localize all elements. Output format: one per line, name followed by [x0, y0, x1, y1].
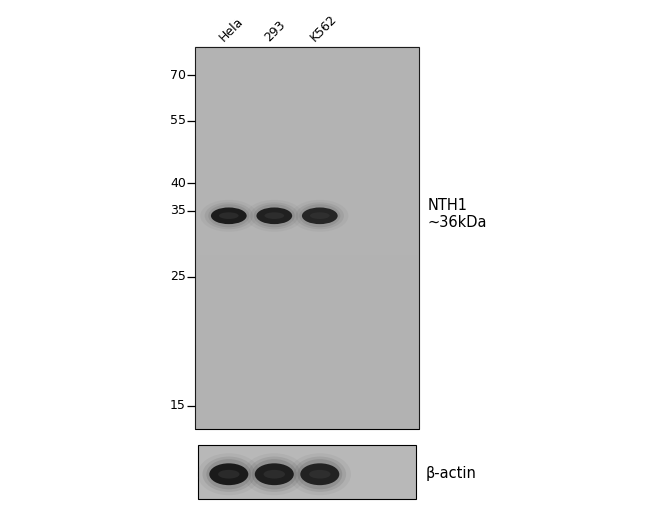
Ellipse shape — [209, 463, 248, 485]
Ellipse shape — [218, 470, 239, 478]
Ellipse shape — [252, 459, 296, 489]
Ellipse shape — [299, 204, 341, 227]
Text: K562: K562 — [307, 12, 339, 44]
Ellipse shape — [205, 202, 253, 229]
Ellipse shape — [300, 463, 339, 485]
Ellipse shape — [208, 204, 250, 227]
Ellipse shape — [243, 453, 306, 495]
Ellipse shape — [291, 200, 348, 232]
Ellipse shape — [207, 459, 251, 489]
Ellipse shape — [296, 202, 344, 229]
Ellipse shape — [310, 212, 330, 219]
Ellipse shape — [246, 200, 303, 232]
Text: 40: 40 — [170, 176, 186, 189]
Ellipse shape — [264, 470, 285, 478]
Ellipse shape — [254, 204, 295, 227]
FancyBboxPatch shape — [195, 47, 419, 429]
Text: 15: 15 — [170, 399, 186, 412]
Ellipse shape — [211, 207, 246, 224]
Ellipse shape — [309, 470, 331, 478]
Ellipse shape — [265, 212, 284, 219]
Text: Hela: Hela — [216, 15, 246, 44]
Ellipse shape — [250, 202, 298, 229]
Ellipse shape — [302, 207, 338, 224]
Text: 293: 293 — [262, 18, 288, 44]
Ellipse shape — [203, 457, 255, 492]
Ellipse shape — [256, 207, 292, 224]
Text: ~36kDa: ~36kDa — [428, 215, 488, 230]
Ellipse shape — [248, 457, 300, 492]
Ellipse shape — [198, 453, 260, 495]
Ellipse shape — [294, 457, 346, 492]
Text: 35: 35 — [170, 204, 186, 217]
Text: β-actin: β-actin — [426, 466, 476, 480]
Text: 25: 25 — [170, 270, 186, 283]
FancyBboxPatch shape — [198, 445, 416, 499]
Text: 70: 70 — [170, 69, 186, 82]
Ellipse shape — [219, 212, 239, 219]
Text: 55: 55 — [170, 114, 186, 127]
Ellipse shape — [255, 463, 294, 485]
Ellipse shape — [200, 200, 257, 232]
Ellipse shape — [298, 459, 343, 489]
Text: NTH1: NTH1 — [428, 198, 468, 213]
Ellipse shape — [289, 453, 351, 495]
